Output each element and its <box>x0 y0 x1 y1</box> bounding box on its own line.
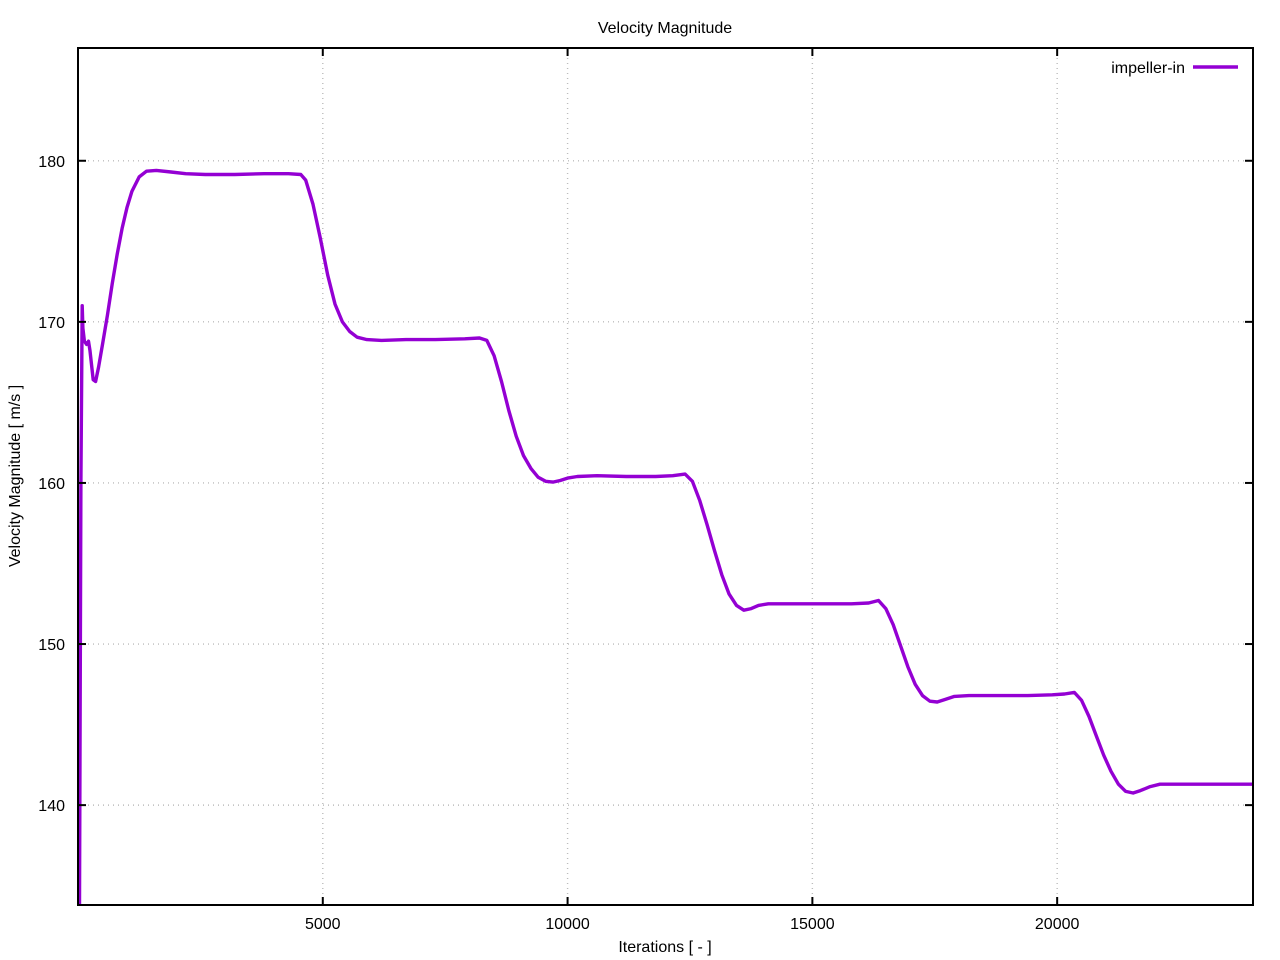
x-tick-label: 20000 <box>1035 916 1080 933</box>
plot-border <box>77 47 1254 906</box>
chart-title: Velocity Magnitude <box>598 20 732 37</box>
y-tick-label: 150 <box>38 637 65 654</box>
grid-layer <box>78 48 1253 905</box>
y-axis-label: Velocity Magnitude [ m/s ] <box>7 385 24 567</box>
y-tick-label: 170 <box>38 315 65 332</box>
legend-label: impeller-in <box>1111 60 1185 77</box>
series-layer <box>78 168 1253 905</box>
series-line-impeller-in <box>78 168 1253 905</box>
x-axis-label: Iterations [ - ] <box>618 939 711 956</box>
axes-layer: 5000 10000 15000 20000 140 150 160 170 180 <box>38 47 1254 933</box>
x-tick-label: 5000 <box>305 916 341 933</box>
y-tick-label: 140 <box>38 798 65 815</box>
x-tick-label: 10000 <box>545 916 590 933</box>
y-tick-label: 180 <box>38 154 65 171</box>
x-tick-label: 15000 <box>790 916 835 933</box>
y-tick-label: 160 <box>38 476 65 493</box>
